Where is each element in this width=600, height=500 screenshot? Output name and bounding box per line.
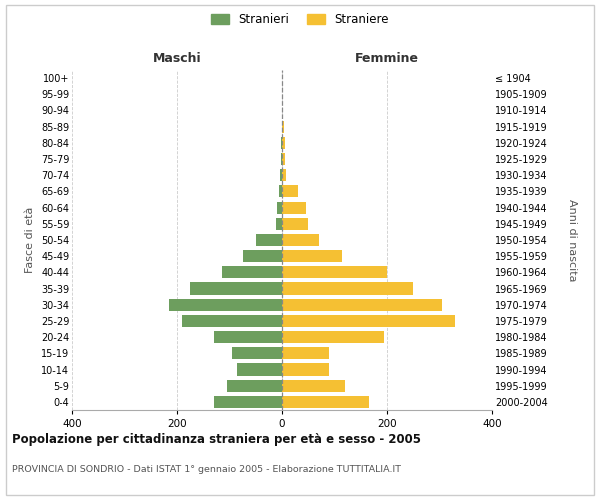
Bar	[282, 331, 385, 343]
Bar	[214, 396, 282, 408]
Bar	[280, 186, 282, 198]
Bar	[282, 282, 413, 294]
Bar	[276, 218, 282, 230]
Text: Popolazione per cittadinanza straniera per età e sesso - 2005: Popolazione per cittadinanza straniera p…	[12, 432, 421, 446]
Bar	[282, 234, 319, 246]
Bar	[232, 348, 282, 360]
Bar	[182, 315, 282, 327]
Y-axis label: Fasce di età: Fasce di età	[25, 207, 35, 273]
Bar	[282, 396, 368, 408]
Bar	[282, 364, 329, 376]
Bar	[282, 298, 442, 311]
Bar	[282, 380, 345, 392]
Bar	[282, 315, 455, 327]
Bar	[282, 348, 329, 360]
Bar	[282, 120, 284, 132]
Bar	[280, 169, 282, 181]
Bar	[277, 202, 282, 213]
Bar	[169, 298, 282, 311]
Bar	[281, 137, 282, 149]
Text: Maschi: Maschi	[152, 52, 202, 65]
Bar	[281, 153, 282, 165]
Bar	[242, 250, 282, 262]
Bar	[190, 282, 282, 294]
Bar	[282, 169, 286, 181]
Bar	[282, 202, 305, 213]
Bar	[282, 218, 308, 230]
Y-axis label: Anni di nascita: Anni di nascita	[567, 198, 577, 281]
Bar	[282, 250, 343, 262]
Bar	[282, 153, 284, 165]
Bar	[227, 380, 282, 392]
Bar	[282, 266, 387, 278]
Bar	[214, 331, 282, 343]
Bar	[256, 234, 282, 246]
Bar	[238, 364, 282, 376]
Bar	[221, 266, 282, 278]
Bar	[282, 186, 298, 198]
Legend: Stranieri, Straniere: Stranieri, Straniere	[206, 8, 394, 31]
Text: Femmine: Femmine	[355, 52, 419, 65]
Text: PROVINCIA DI SONDRIO - Dati ISTAT 1° gennaio 2005 - Elaborazione TUTTITALIA.IT: PROVINCIA DI SONDRIO - Dati ISTAT 1° gen…	[12, 466, 401, 474]
Bar	[282, 137, 284, 149]
